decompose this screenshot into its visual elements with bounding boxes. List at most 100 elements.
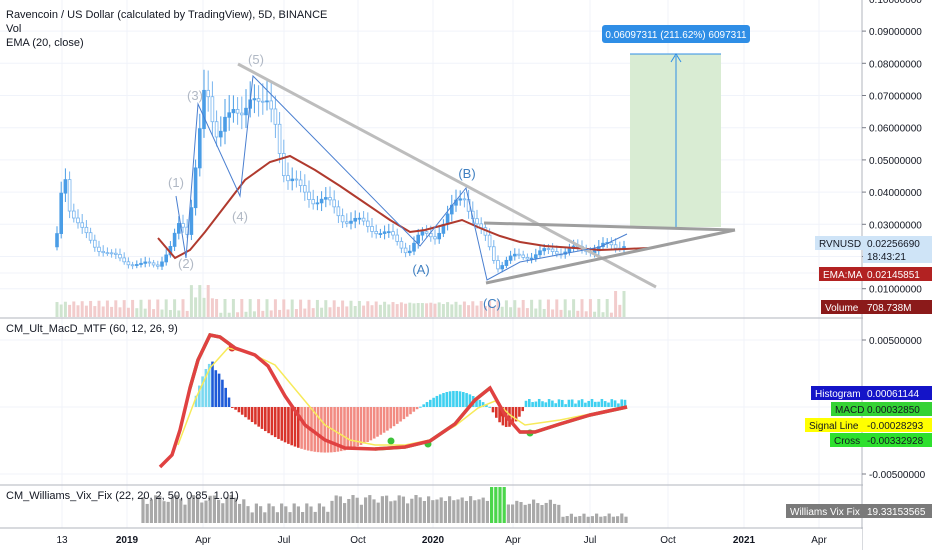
candle-body xyxy=(55,233,59,248)
macd-histogram-bar xyxy=(541,401,544,407)
vix-bar xyxy=(456,499,460,523)
volume-bar xyxy=(210,298,214,317)
svg-text:Signal Line: Signal Line xyxy=(809,421,859,432)
volume-bar xyxy=(404,303,408,317)
vix-bar xyxy=(263,512,267,523)
time-axis-label: Apr xyxy=(505,535,521,546)
candle-body xyxy=(130,264,135,267)
price-tick-label: 0.08000000 xyxy=(869,59,922,70)
svg-text:0.00061144: 0.00061144 xyxy=(867,389,920,400)
volume-bar xyxy=(286,309,290,317)
macd-histogram-bar xyxy=(392,407,396,427)
macd-histogram-bar xyxy=(313,407,317,452)
volume-bar xyxy=(68,304,72,317)
svg-text:-0.00332928: -0.00332928 xyxy=(867,436,924,447)
volume-bar xyxy=(294,309,298,317)
macd-histogram-bar xyxy=(518,407,521,417)
volume-bar xyxy=(492,306,496,317)
svg-text:0.02256690: 0.02256690 xyxy=(867,239,920,250)
macd-badge: MACD 0.00032850 xyxy=(831,402,932,416)
volume-bar xyxy=(416,302,420,317)
candle-body xyxy=(302,185,307,193)
volume-bar xyxy=(521,299,525,317)
volume-bar xyxy=(420,303,424,317)
vix-bar xyxy=(259,506,263,523)
macd-histogram-bar xyxy=(346,407,350,450)
macd-histogram-bar xyxy=(607,402,610,407)
vix-bar xyxy=(603,516,607,523)
volume-bar xyxy=(80,301,84,317)
vix-bar xyxy=(292,503,296,523)
vix-bar xyxy=(401,496,405,523)
vix-bar xyxy=(410,498,414,523)
candle-body xyxy=(361,217,366,222)
vix-bar xyxy=(460,497,464,523)
macd-histogram-bar xyxy=(349,407,353,449)
volume-bar xyxy=(257,299,261,317)
resistance-trendline[interactable] xyxy=(483,221,736,232)
time-axis-label: 2020 xyxy=(422,535,445,546)
vix-bar xyxy=(616,516,620,523)
macd-histogram-bar xyxy=(478,399,482,407)
candle-body xyxy=(508,255,513,261)
macd-histogram-bar xyxy=(254,407,257,425)
volume-bar xyxy=(227,312,231,317)
vix-bar xyxy=(267,503,271,523)
price-tick-label: 0.01000000 xyxy=(869,285,922,296)
macd-histogram-bar xyxy=(396,407,399,424)
candle-body xyxy=(542,248,546,252)
candle-body xyxy=(403,247,408,254)
vix-bar xyxy=(242,499,246,523)
macd-histogram-bar xyxy=(382,407,386,433)
candle-body xyxy=(189,207,194,235)
candle-body xyxy=(307,191,311,200)
vix-bar xyxy=(624,516,628,523)
candle-body xyxy=(399,240,404,249)
volume-bar xyxy=(366,301,370,317)
macd-histogram-bar xyxy=(544,402,548,407)
price-tick-label: 0.09000000 xyxy=(869,27,922,38)
volume-bar xyxy=(278,309,282,317)
candle-body xyxy=(433,236,437,240)
vix-bar xyxy=(452,500,456,523)
vol-label: Vol xyxy=(6,23,22,35)
volume-bar xyxy=(559,309,563,317)
elliott-wave-path[interactable] xyxy=(175,74,628,281)
macd-histogram-bar xyxy=(234,407,237,410)
price-tick-label: 0.04000000 xyxy=(869,188,922,199)
candle-body xyxy=(114,252,118,255)
vix-bar xyxy=(519,502,523,523)
volume-bar xyxy=(614,291,618,317)
candle-body xyxy=(218,130,223,138)
vix-bar xyxy=(338,496,342,523)
volume-bar xyxy=(525,308,529,317)
vix-bar xyxy=(275,512,279,523)
volume-bar xyxy=(198,285,202,317)
candle-body xyxy=(546,248,551,250)
candle-body xyxy=(311,199,315,205)
candle-body xyxy=(206,89,211,98)
candle-body xyxy=(412,242,416,252)
candle-body xyxy=(160,261,164,267)
vix-bar xyxy=(162,501,166,523)
candle-body xyxy=(319,198,324,204)
vix-bar xyxy=(532,499,536,523)
macd-histogram-bar xyxy=(422,404,425,407)
support-trendline[interactable] xyxy=(485,228,736,285)
signal-badge: Signal Line -0.00028293 xyxy=(805,418,932,432)
price-projection-box[interactable]: 0.06097311 (211.62%) 6097311 xyxy=(602,25,750,227)
candle-body xyxy=(80,222,85,228)
macd-histogram-bar xyxy=(488,406,491,408)
macd-histogram-bar xyxy=(570,399,574,407)
candle-body xyxy=(72,210,76,219)
williams-vix-fix-bars xyxy=(141,487,628,523)
volume-bar xyxy=(231,299,235,317)
candle-body xyxy=(143,261,148,264)
time-axis-bg[interactable] xyxy=(0,529,862,550)
volume-bar xyxy=(496,300,500,317)
macd-histogram-bar xyxy=(491,407,495,413)
vix-bar xyxy=(469,496,473,523)
volume-bar xyxy=(97,300,101,317)
vix-bar xyxy=(561,516,565,523)
